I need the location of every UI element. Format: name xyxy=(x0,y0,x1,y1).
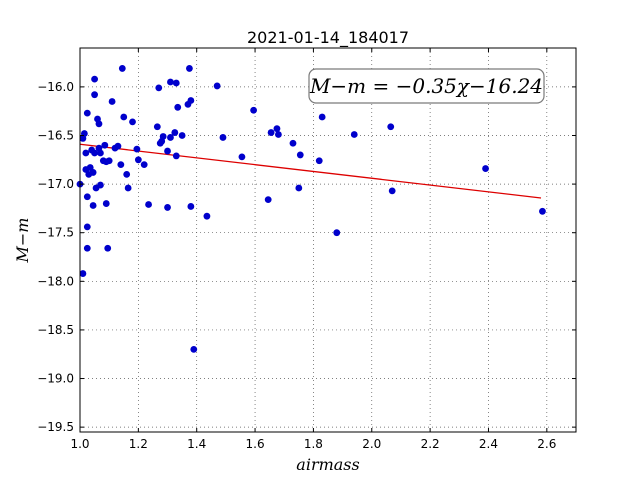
plot-frame xyxy=(79,47,577,433)
plot-area xyxy=(80,48,576,432)
data-point xyxy=(315,157,323,165)
grid-lines xyxy=(79,48,576,432)
data-point xyxy=(79,270,87,277)
data-point xyxy=(91,91,98,99)
fit-equation: M−m = −0.35χ−16.24 xyxy=(309,74,543,98)
data-point xyxy=(83,223,91,231)
data-point xyxy=(174,103,182,111)
data-point xyxy=(95,120,103,128)
data-point xyxy=(172,79,180,87)
data-point xyxy=(145,201,152,208)
data-point xyxy=(91,75,98,83)
data-point xyxy=(350,131,358,138)
data-point xyxy=(275,131,282,138)
data-point xyxy=(187,203,195,210)
data-point xyxy=(273,125,281,133)
data-point xyxy=(124,184,132,192)
data-point xyxy=(238,153,246,161)
data-point xyxy=(318,113,326,121)
data-point xyxy=(91,149,98,157)
data-point xyxy=(97,149,104,157)
data-point xyxy=(82,149,90,157)
data-point xyxy=(129,118,136,126)
y-tick-label: −19.0 xyxy=(37,372,74,386)
data-point xyxy=(172,152,180,160)
data-point xyxy=(133,145,141,153)
data-point xyxy=(97,181,104,189)
data-point xyxy=(186,65,193,72)
data-point xyxy=(539,207,546,215)
data-points xyxy=(76,65,546,353)
data-point xyxy=(134,156,142,164)
data-point xyxy=(267,129,275,136)
data-point xyxy=(388,187,396,195)
data-point xyxy=(187,97,195,104)
data-point xyxy=(83,109,91,117)
data-point xyxy=(108,98,116,105)
data-point xyxy=(118,65,126,72)
data-point xyxy=(264,196,272,204)
data-point xyxy=(164,204,171,211)
data-point xyxy=(387,123,395,131)
chart-title: 2021-01-14_184017 xyxy=(247,28,409,48)
data-point xyxy=(482,165,489,172)
x-tick-label: 2.6 xyxy=(537,437,556,451)
fit-line-group xyxy=(79,143,542,199)
data-point xyxy=(101,141,109,149)
y-axis-label: M−m xyxy=(13,218,32,264)
data-point xyxy=(296,151,304,159)
data-point xyxy=(153,123,161,131)
data-point xyxy=(178,132,186,139)
x-tick-label: 2.4 xyxy=(479,437,498,451)
data-point xyxy=(203,212,211,220)
x-tick-label: 2.0 xyxy=(362,437,381,451)
data-point xyxy=(102,200,110,207)
data-point xyxy=(89,169,97,176)
data-point xyxy=(155,84,163,92)
data-point xyxy=(289,139,297,147)
y-tick-label: −18.0 xyxy=(37,274,74,288)
data-point xyxy=(333,229,341,237)
x-tick-label: 1.2 xyxy=(129,437,148,451)
data-point xyxy=(167,78,174,86)
y-tick-label: −16.5 xyxy=(37,128,74,142)
data-point xyxy=(83,244,91,252)
y-tick-label: −18.5 xyxy=(37,323,74,337)
x-tick-label: 1.4 xyxy=(187,437,206,451)
x-axis-label: airmass xyxy=(296,455,359,474)
data-point xyxy=(213,82,221,90)
data-point xyxy=(219,134,227,141)
data-point xyxy=(114,142,122,150)
x-tick-label: 1.0 xyxy=(70,437,89,451)
y-tick-label: −17.0 xyxy=(37,177,74,191)
data-point xyxy=(89,202,97,209)
x-tick-label: 1.6 xyxy=(246,437,265,451)
data-point xyxy=(171,129,179,136)
data-point xyxy=(117,161,125,169)
data-point xyxy=(190,345,198,353)
data-point xyxy=(105,157,113,165)
tick-labels: 1.0 1.2 1.4 1.6 1.8 2.0 2.2 2.4 2.6 −16.0 −16.5 −17… xyxy=(37,80,556,451)
y-tick-label: −19.5 xyxy=(37,420,74,434)
x-tick-label: 1.8 xyxy=(304,437,323,451)
data-point xyxy=(104,244,112,252)
data-point xyxy=(123,170,131,178)
data-point xyxy=(159,133,167,140)
y-tick-label: −16.0 xyxy=(37,80,74,94)
data-point xyxy=(167,134,174,141)
data-point xyxy=(295,184,303,192)
data-point xyxy=(250,106,257,114)
data-point xyxy=(140,161,148,169)
x-tick-label: 2.2 xyxy=(421,437,440,451)
axis-ticks xyxy=(79,48,576,432)
data-point xyxy=(83,193,91,201)
fit-line xyxy=(79,143,542,199)
data-point xyxy=(120,113,128,121)
fit-equation-box xyxy=(308,68,545,104)
y-tick-label: −17.5 xyxy=(37,226,74,240)
data-point xyxy=(164,147,171,155)
